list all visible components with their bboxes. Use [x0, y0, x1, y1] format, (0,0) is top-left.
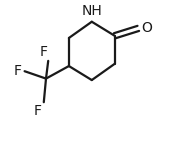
Text: F: F: [39, 45, 48, 59]
Text: F: F: [14, 64, 22, 78]
Text: F: F: [34, 104, 42, 118]
Text: NH: NH: [81, 4, 102, 18]
Text: O: O: [141, 21, 152, 35]
